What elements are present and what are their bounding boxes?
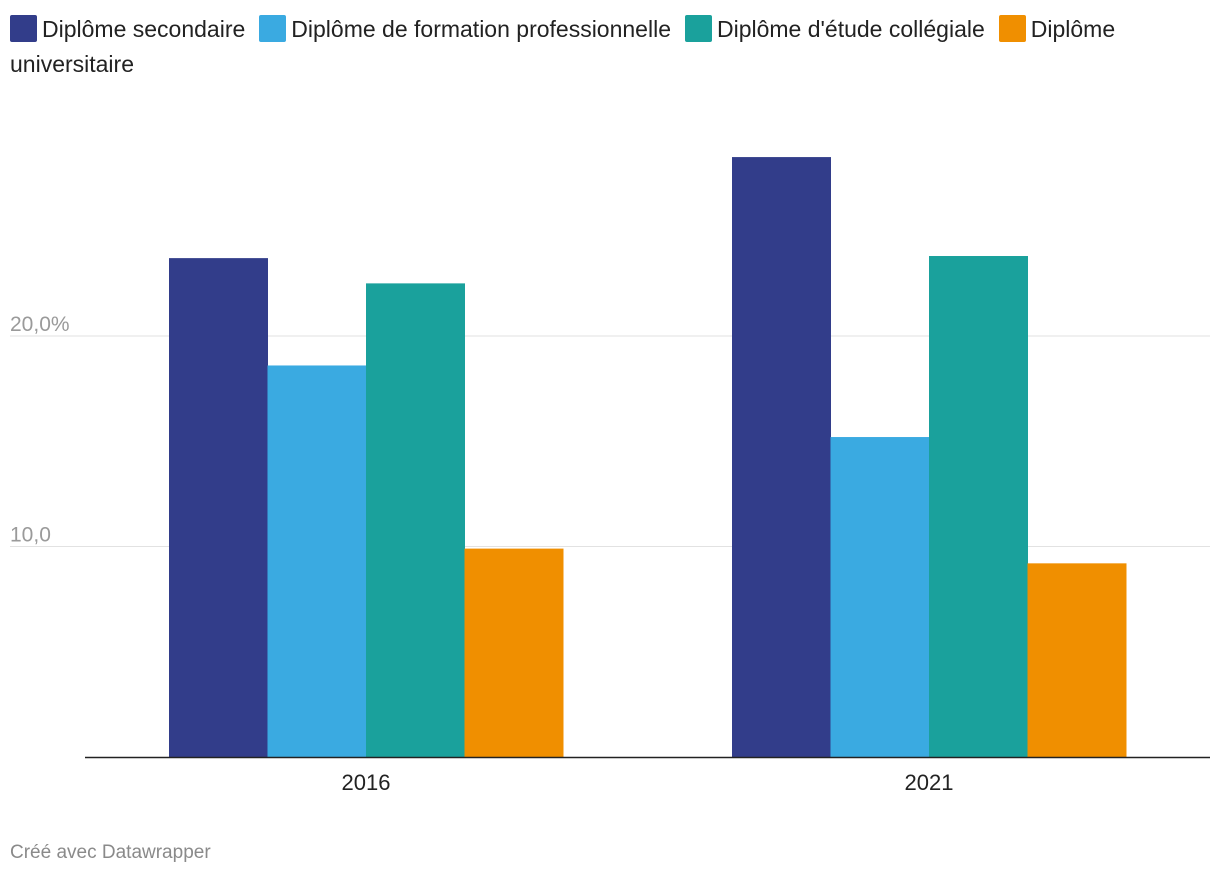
legend-swatch — [259, 15, 287, 42]
bar — [929, 256, 1028, 757]
x-tick-label: 2016 — [342, 770, 391, 795]
bar — [1027, 563, 1127, 757]
legend-label: Diplôme universitaire — [10, 16, 1116, 77]
bar — [169, 258, 268, 757]
bar — [830, 437, 930, 757]
credit-text: Créé avec Datawrapper — [10, 842, 211, 863]
legend-label: Diplôme de formation professionnelle — [291, 16, 671, 42]
legend: Diplôme secondaire Diplôme de formation p… — [10, 12, 1210, 82]
legend-label: Diplôme secondaire — [42, 16, 246, 42]
legend-swatch — [684, 15, 712, 42]
y-tick-label: 20,0% — [10, 313, 70, 336]
legend-item: Diplôme d'étude collégiale — [684, 15, 985, 42]
bar — [732, 157, 831, 757]
legend-item: Diplôme universitaire — [10, 15, 1116, 77]
legend-label: Diplôme d'étude collégiale — [716, 16, 985, 42]
bar — [464, 548, 564, 757]
x-tick-label: 2021 — [905, 770, 954, 795]
bar — [366, 283, 465, 757]
legend-swatch — [998, 15, 1026, 42]
legend-item: Diplôme secondaire — [10, 15, 246, 42]
y-tick-label: 10,0 — [10, 524, 51, 547]
bar — [267, 365, 367, 757]
legend-item: Diplôme de formation professionnelle — [259, 15, 671, 42]
legend-swatch — [10, 15, 37, 42]
